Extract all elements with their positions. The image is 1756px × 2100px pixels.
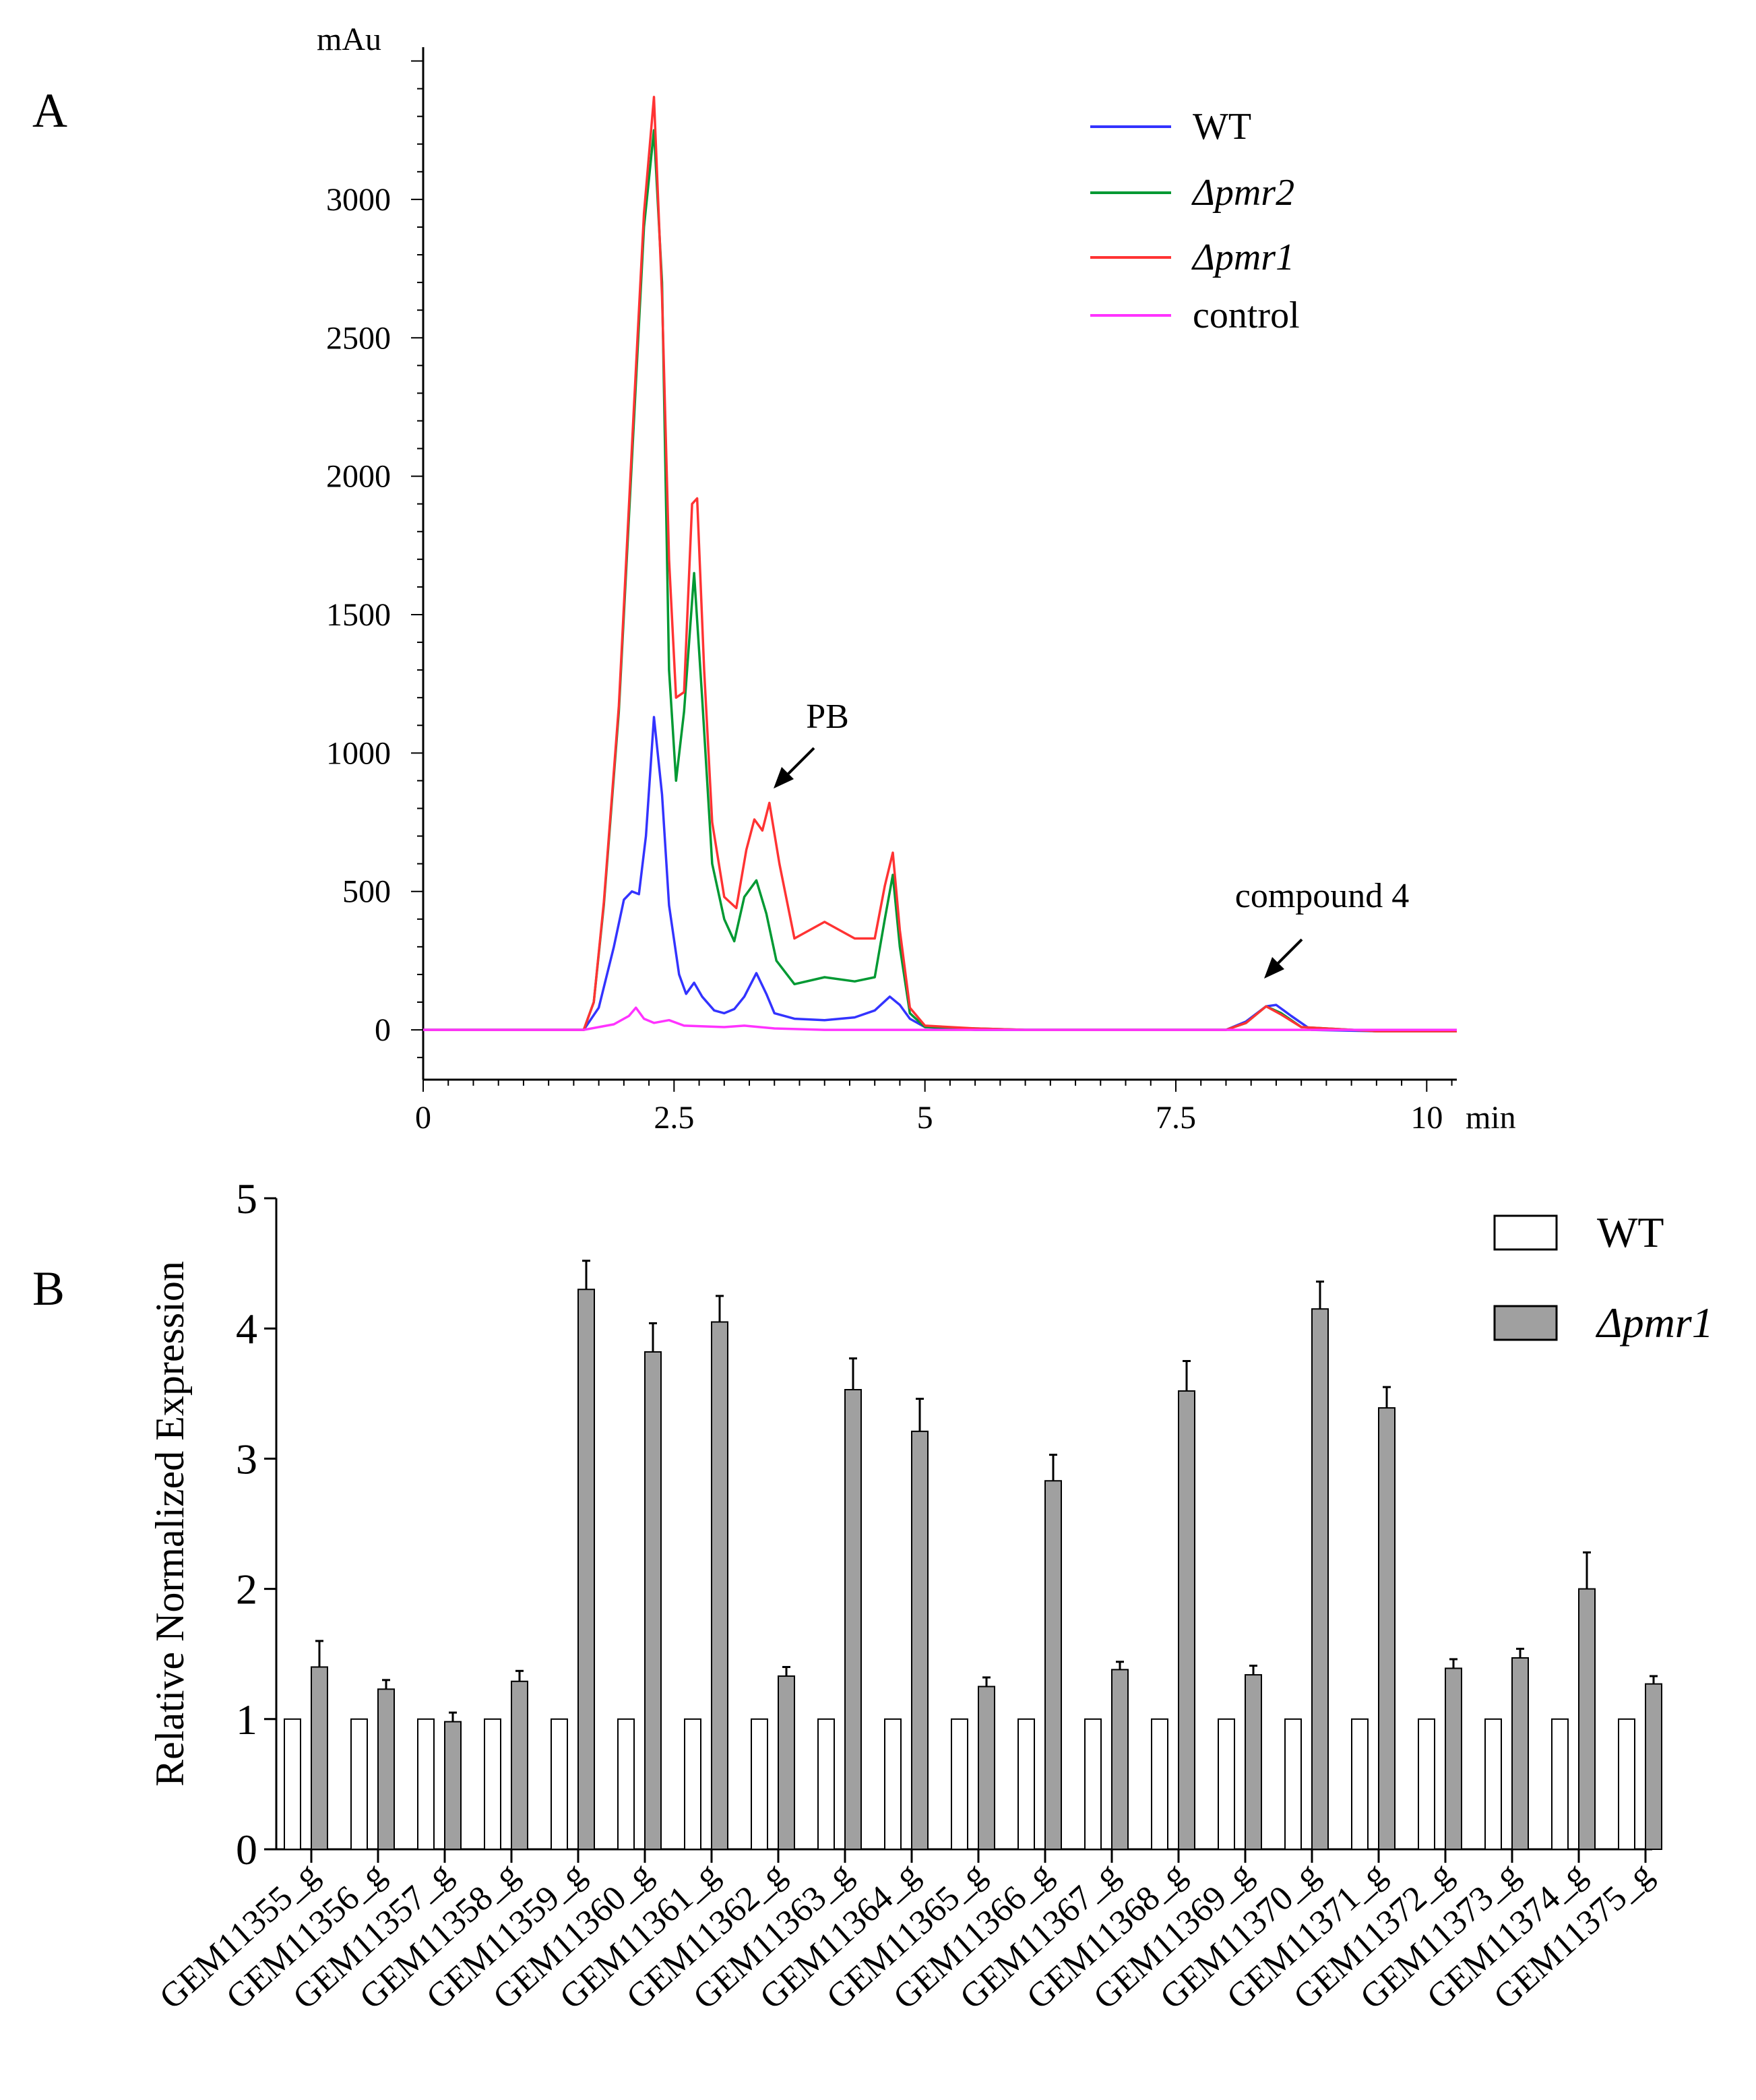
bar-wt xyxy=(751,1718,768,1851)
bar-wt xyxy=(1418,1718,1435,1851)
bar-pmr1 xyxy=(577,1289,595,1850)
bar-wt xyxy=(1284,1718,1302,1851)
legend-label: Δpmr2 xyxy=(1191,172,1294,214)
legend-label: WT xyxy=(1597,1208,1664,1256)
y-tick-label: 1000 xyxy=(326,735,391,771)
bar-wt xyxy=(551,1718,568,1851)
y-tick-label: 5 xyxy=(236,1175,257,1223)
y-axis-title: mAu xyxy=(317,22,381,57)
y-tick-label: 3000 xyxy=(326,182,391,218)
legend-swatch xyxy=(1493,1305,1558,1341)
legend-label: control xyxy=(1193,295,1300,336)
bar-pmr1 xyxy=(778,1675,795,1850)
bar-pmr1 xyxy=(311,1666,328,1851)
bar-pmr1 xyxy=(1111,1669,1129,1851)
bar-pmr1 xyxy=(1578,1588,1596,1851)
y-tick-label: 4 xyxy=(236,1305,257,1353)
x-tick-label: 7.5 xyxy=(1156,1100,1196,1136)
bar-pmr1 xyxy=(711,1321,728,1851)
bar-pmr1 xyxy=(978,1686,995,1850)
y-tick-label: 0 xyxy=(236,1826,257,1874)
bar-wt xyxy=(417,1718,435,1851)
annotation-pb-arrowhead xyxy=(774,767,794,789)
bar-pmr1 xyxy=(1311,1308,1329,1850)
expression-legend: WT Δpmr1 xyxy=(1493,1208,1714,1347)
y-tick-label: 0 xyxy=(375,1012,391,1048)
bar-pmr1 xyxy=(644,1351,662,1850)
bar-wt xyxy=(617,1718,635,1851)
bar-pmr1 xyxy=(444,1721,462,1851)
expression-bars xyxy=(284,1260,1662,1851)
chromatogram-annotations: PB compound 4 xyxy=(774,698,1409,979)
bar-pmr1 xyxy=(1178,1390,1195,1851)
bar-wt xyxy=(1484,1718,1502,1851)
annotation-compound4: compound 4 xyxy=(1235,877,1410,915)
panel-label-b: B xyxy=(32,1262,65,1316)
chromatogram-series xyxy=(423,96,1457,1032)
bar-wt xyxy=(350,1718,368,1851)
annotation-compound4-arrowhead xyxy=(1264,957,1284,979)
bar-pmr1 xyxy=(1511,1657,1529,1851)
y-tick-label: 500 xyxy=(342,874,391,910)
y-axis-title: Relative Normalized Expression xyxy=(148,1261,192,1787)
bar-wt xyxy=(484,1718,501,1851)
y-tick-label: 2000 xyxy=(326,459,391,495)
legend-label: Δpmr1 xyxy=(1595,1299,1714,1347)
bar-wt xyxy=(1218,1718,1235,1851)
legend-label: WT xyxy=(1193,106,1251,148)
panel-label-a: A xyxy=(32,84,67,137)
chromatogram-panel: 0 500 1000 1500 2000 2500 3000 0 2.5 5 7.5 10 mAu min… xyxy=(317,22,1516,1136)
series-line-wt xyxy=(423,716,1457,1032)
bar-wt xyxy=(1551,1718,1569,1851)
bar-wt xyxy=(1618,1718,1635,1851)
chromatogram-legend: WT Δpmr2 Δpmr1 control xyxy=(1090,106,1300,336)
x-tick-label: 0 xyxy=(415,1100,431,1136)
bar-pmr1 xyxy=(844,1389,862,1850)
bar-pmr1 xyxy=(377,1688,395,1851)
bar-pmr1 xyxy=(1044,1480,1062,1850)
chromatogram-axes: 0 500 1000 1500 2000 2500 3000 0 2.5 5 7.5 10 mAu min xyxy=(317,22,1516,1136)
bar-wt xyxy=(1151,1718,1168,1851)
bar-pmr1 xyxy=(1445,1667,1462,1850)
bar-pmr1 xyxy=(1378,1407,1396,1850)
annotation-pb: PB xyxy=(806,698,849,736)
bar-wt xyxy=(1017,1718,1035,1851)
y-tick-label: 1500 xyxy=(326,597,391,633)
bar-wt xyxy=(284,1718,301,1851)
x-tick-label: 5 xyxy=(917,1100,933,1136)
y-tick-label: 2 xyxy=(236,1566,257,1613)
y-tick-label: 1 xyxy=(236,1696,257,1743)
x-tick-label: 10 xyxy=(1410,1100,1443,1136)
legend-label: Δpmr1 xyxy=(1191,237,1294,278)
bar-pmr1 xyxy=(911,1430,929,1850)
series-line-control xyxy=(423,1006,1457,1031)
legend-swatch xyxy=(1493,1214,1558,1251)
bar-wt xyxy=(884,1718,902,1851)
y-tick-label: 3 xyxy=(236,1435,257,1483)
bar-pmr1 xyxy=(1645,1683,1662,1850)
bar-wt xyxy=(817,1718,835,1851)
bar-wt xyxy=(1084,1718,1102,1851)
bar-pmr1 xyxy=(1245,1674,1262,1851)
bar-wt xyxy=(684,1718,701,1851)
x-tick-label: 2.5 xyxy=(654,1100,694,1136)
x-axis-title: min xyxy=(1466,1100,1516,1136)
y-tick-label: 2500 xyxy=(326,320,391,356)
bar-wt xyxy=(951,1718,968,1851)
bar-pmr1 xyxy=(511,1680,528,1850)
bar-wt xyxy=(1351,1718,1369,1851)
